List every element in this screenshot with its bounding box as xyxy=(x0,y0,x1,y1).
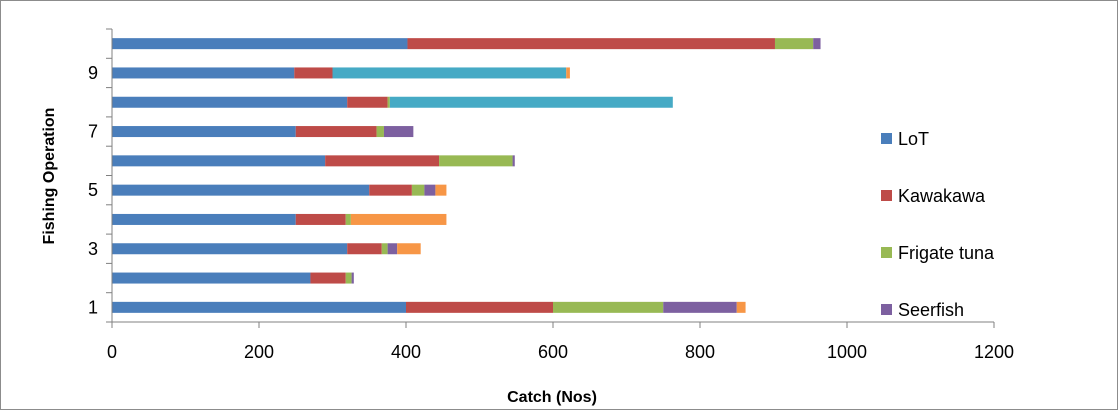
bar-op-1-series-5 xyxy=(736,301,746,313)
x-tick-label: 1000 xyxy=(827,342,867,362)
bar-op-3-series-0 xyxy=(112,243,348,255)
bar-op-2-series-3 xyxy=(351,272,354,284)
bars-layer xyxy=(112,38,821,313)
x-tick-label: 200 xyxy=(244,342,274,362)
bar-op-7-series-3 xyxy=(383,126,414,138)
bar-op-2-series-2 xyxy=(345,272,352,284)
bar-op-1-series-1 xyxy=(406,301,553,313)
bar-op-3-series-1 xyxy=(347,243,382,255)
x-tick-label: 0 xyxy=(107,342,117,362)
bar-op-8-series-0 xyxy=(112,96,348,108)
y-tick-label: 7 xyxy=(88,122,98,142)
legend-label: LoT xyxy=(898,129,929,149)
bar-op-6-series-1 xyxy=(325,155,440,167)
bar-op-10-series-1 xyxy=(407,38,775,50)
y-tick-label: 3 xyxy=(88,239,98,259)
bar-op-5-series-2 xyxy=(411,184,425,196)
bar-op-7-series-1 xyxy=(295,126,377,138)
bar-op-9-series-4 xyxy=(332,67,567,79)
bar-op-4-series-5 xyxy=(350,213,447,225)
legend-swatch xyxy=(881,247,892,258)
bar-op-10-series-3 xyxy=(813,38,821,50)
bar-op-10-series-2 xyxy=(774,38,814,50)
x-tick-label: 1200 xyxy=(974,342,1014,362)
bar-op-6-series-3 xyxy=(512,155,515,167)
bar-op-8-series-4 xyxy=(389,96,673,108)
bar-op-4-series-0 xyxy=(112,213,296,225)
bar-op-7-series-2 xyxy=(376,126,384,138)
bar-op-1-series-0 xyxy=(112,301,406,313)
bar-op-5-series-1 xyxy=(369,184,412,196)
legend-swatch xyxy=(881,304,892,315)
bar-op-10-series-0 xyxy=(112,38,408,50)
bar-op-3-series-3 xyxy=(387,243,398,255)
legend-swatch xyxy=(881,133,892,144)
bar-op-5-series-0 xyxy=(112,184,370,196)
bar-op-5-series-3 xyxy=(424,184,436,196)
bar-op-3-series-5 xyxy=(397,243,421,255)
y-tick-label: 1 xyxy=(88,297,98,317)
y-tick-label: 9 xyxy=(88,63,98,83)
legend-label: Frigate tuna xyxy=(898,243,995,263)
bar-op-9-series-5 xyxy=(566,67,570,79)
bar-op-5-series-5 xyxy=(435,184,447,196)
bar-op-7-series-0 xyxy=(112,126,296,138)
bar-op-2-series-1 xyxy=(310,272,346,284)
y-tick-label: 5 xyxy=(88,180,98,200)
bar-op-6-series-0 xyxy=(112,155,326,167)
axes-layer xyxy=(106,28,995,328)
tick-labels-layer: 0 200 400 600 800 1000 1200 1 3 5 7 9 xyxy=(88,63,1014,362)
bar-op-4-series-1 xyxy=(295,213,346,225)
legend-swatch xyxy=(881,190,892,201)
bar-op-1-series-2 xyxy=(553,301,664,313)
legend-label: Seerfish xyxy=(898,300,964,320)
x-axis-title: Catch (Nos) xyxy=(507,389,597,406)
bar-op-8-series-2 xyxy=(387,96,390,108)
bar-op-9-series-1 xyxy=(294,67,333,79)
legend-label: Kawakawa xyxy=(898,186,986,206)
bar-op-2-series-0 xyxy=(112,272,311,284)
legend: LoT Kawakawa Frigate tuna Seerfish xyxy=(881,129,995,320)
bar-op-9-series-0 xyxy=(112,67,295,79)
bar-op-8-series-1 xyxy=(347,96,388,108)
y-axis-title: Fishing Operation xyxy=(41,108,58,245)
bar-op-6-series-2 xyxy=(439,155,513,167)
x-tick-label: 400 xyxy=(391,342,421,362)
bar-op-4-series-2 xyxy=(345,213,351,225)
x-tick-label: 800 xyxy=(685,342,715,362)
bar-op-3-series-2 xyxy=(381,243,388,255)
x-tick-label: 600 xyxy=(538,342,568,362)
bar-op-1-series-3 xyxy=(663,301,737,313)
